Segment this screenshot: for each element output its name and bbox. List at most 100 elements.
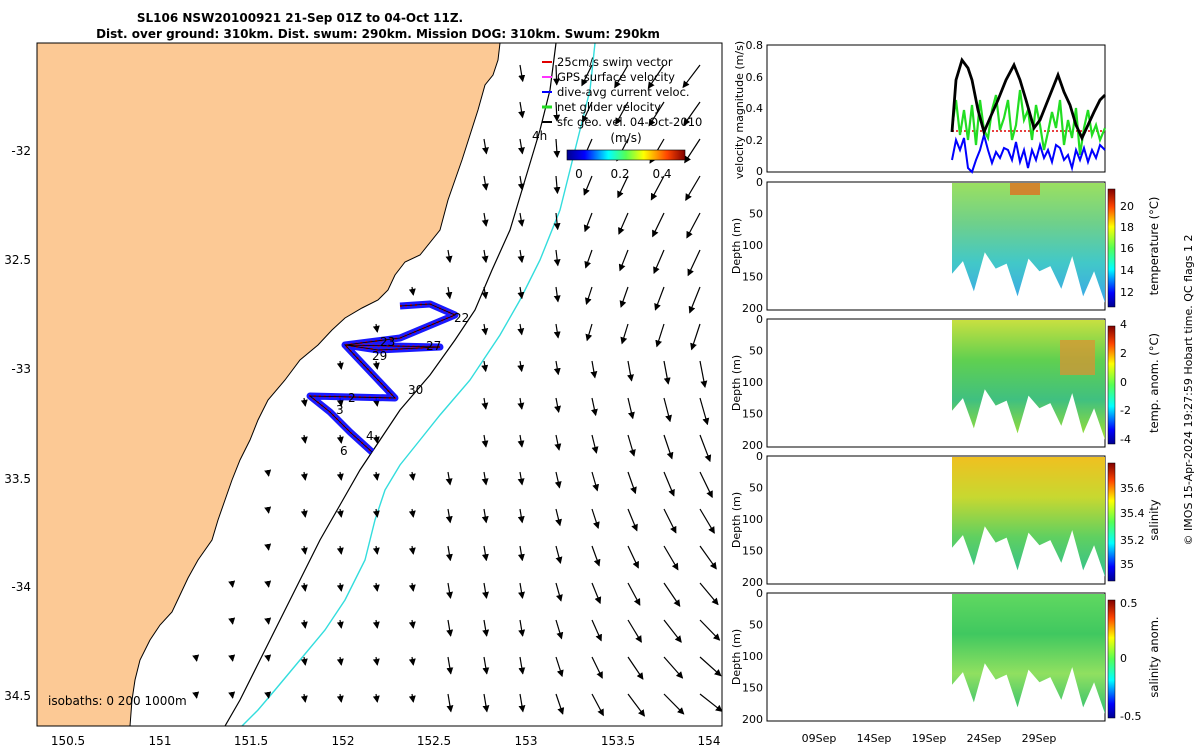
velocity-arrow — [408, 471, 416, 481]
glider-track — [306, 300, 459, 455]
velocity-arrow — [264, 543, 272, 551]
velocity-arrow — [482, 656, 490, 675]
salinity-panel: 0 50 100 150 200 Depth (m) 35.6 35.4 35.2 35 salin… — [730, 450, 1161, 589]
velocity-arrow — [585, 323, 593, 342]
track-label-6: 6 — [340, 444, 348, 458]
time-axis: 09Sep 14Sep 19Sep 24Sep 29Sep — [802, 732, 1057, 745]
velocity-arrow — [445, 471, 453, 486]
velocity-arrow — [647, 64, 665, 90]
legend-dive-avg: dive-avg current veloc. — [557, 85, 690, 99]
velocity-arrow — [591, 508, 600, 530]
temp_anom-cb-tick: 2 — [1120, 347, 1127, 360]
velocity-arrow — [627, 360, 634, 382]
velocity-arrow — [481, 249, 489, 264]
sal_anom-cb-label: salinity anom. — [1147, 616, 1161, 697]
velocity-arrow — [663, 582, 681, 607]
velocity-arrow — [615, 101, 629, 126]
map-x-tick: 150.5 — [51, 734, 85, 748]
track-label-3: 3 — [336, 403, 344, 417]
velocity-arrow — [372, 656, 380, 666]
velocity-arrow — [648, 101, 665, 127]
surface-velocity-arrows — [192, 64, 722, 717]
title-line2: Dist. over ground: 310km. Dist. swum: 29… — [96, 27, 660, 41]
velocity-arrow — [687, 249, 701, 277]
velocity-arrow — [264, 654, 272, 662]
sal_anom-cb-tick: 0 — [1120, 652, 1127, 665]
velocity-arrow — [627, 508, 638, 532]
time-tick: 14Sep — [857, 732, 892, 745]
velocity-arrow — [654, 286, 665, 311]
warm-anomaly-patch — [1060, 340, 1095, 375]
temp_anom-cb-tick: -2 — [1120, 404, 1131, 417]
velocity-arrow — [518, 582, 525, 600]
velocity-arrow — [264, 506, 272, 514]
velocity-arrow — [518, 693, 526, 713]
velocity-arrow — [192, 691, 200, 699]
map-x-tick: 151 — [149, 734, 172, 748]
velocity-arrow — [584, 249, 593, 269]
velocity-arrow — [517, 508, 525, 524]
velocity-arrow — [264, 469, 272, 477]
velocity-blue-line — [951, 131, 1106, 174]
velocity-arrow — [618, 212, 629, 235]
temperature-colorbar — [1107, 188, 1116, 308]
map-x-axis: 150.5 151 151.5 152 152.5 153 153.5 154 — [51, 734, 721, 748]
map-x-tick: 153 — [515, 734, 538, 748]
velocity-arrow — [553, 286, 561, 303]
velocity-arrow — [627, 545, 639, 569]
velocity-arrow — [554, 397, 561, 414]
velocity-arrow — [446, 693, 454, 713]
velocity-arrow — [517, 323, 525, 336]
map-y-tick: -32 — [11, 144, 31, 158]
temp_anom-y-tick: 50 — [749, 345, 763, 358]
map-y-tick: -34 — [11, 580, 31, 594]
velocity-arrow — [555, 693, 565, 715]
velocity-arrow — [699, 397, 710, 426]
velocity-arrow — [627, 397, 635, 420]
map-x-tick: 154 — [698, 734, 721, 748]
velocity-arrow — [591, 619, 602, 642]
salinity-ylabel: Depth (m) — [730, 492, 743, 548]
velocity-arrow — [228, 654, 236, 662]
velocity-arrow — [627, 582, 641, 606]
velocity-arrow — [300, 434, 308, 444]
velocity-arrow — [699, 656, 722, 677]
velocity-arrow — [300, 545, 308, 555]
velocity-arrow — [591, 693, 604, 717]
velocity-arrow — [553, 323, 561, 339]
legend-swim-vector: 25cm/s swim vector — [557, 55, 673, 69]
velocity-arrow — [517, 175, 525, 191]
velocity-arrow — [264, 580, 272, 588]
track-label-29: 29 — [372, 349, 387, 363]
temperature-y-tick: 100 — [742, 239, 763, 252]
map-panel: 22 23 27 29 30 3 4 6 2 4h isobaths: 0 20… — [37, 43, 722, 726]
map-x-tick: 153.5 — [601, 734, 635, 748]
time-tick: 09Sep — [802, 732, 837, 745]
velocity-arrow — [555, 619, 564, 640]
velocity-arrow — [684, 138, 701, 164]
sal_anom-y-tick: 200 — [742, 713, 763, 726]
velocity-arrow — [300, 693, 308, 703]
velocity-arrow — [192, 654, 200, 662]
salinity-y-tick: 150 — [742, 545, 763, 558]
velocity-arrow — [264, 691, 272, 699]
salinity-y-tick: 50 — [749, 482, 763, 495]
velocity-arrow — [372, 545, 380, 555]
velocity-y-tick: 0 — [756, 165, 763, 178]
time-tick: 19Sep — [912, 732, 947, 745]
velocity-arrow — [655, 323, 665, 348]
velocity-arrow — [688, 286, 701, 314]
salinity-cb-tick: 35 — [1120, 558, 1134, 571]
isobath-note: isobaths: 0 200 1000m — [48, 694, 187, 708]
velocity-arrow — [517, 545, 525, 562]
velocity-arrow — [372, 619, 380, 629]
velocity-arrow — [591, 582, 602, 605]
salinity-cb-tick: 35.2 — [1120, 534, 1145, 547]
velocity-arrow — [554, 471, 562, 489]
velocity-arrow — [553, 212, 561, 231]
velocity-arrow — [300, 656, 308, 666]
velocity-arrow — [482, 582, 489, 600]
velocity-arrow — [517, 360, 525, 373]
velocity-arrow — [481, 286, 489, 300]
